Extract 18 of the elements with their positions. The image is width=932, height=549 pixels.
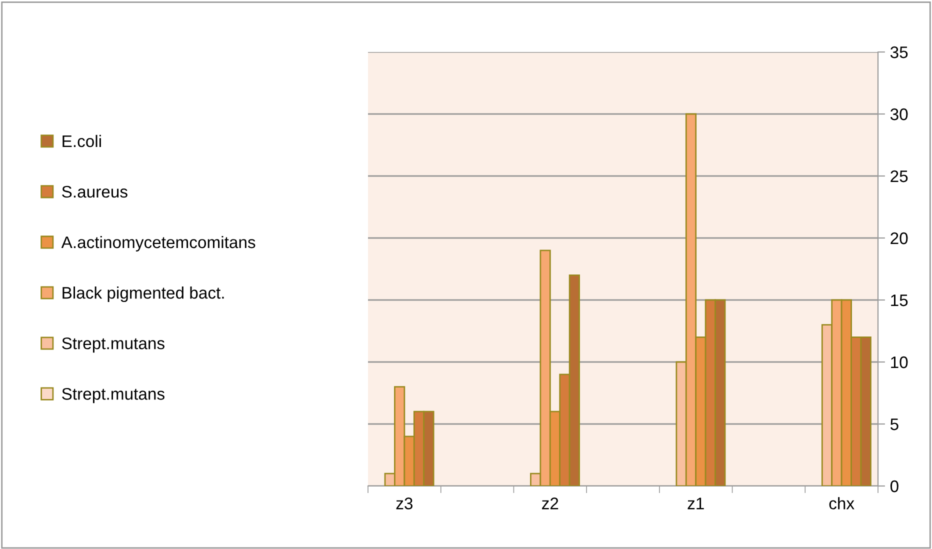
y-tick-label: 10 (891, 356, 908, 368)
x-tick-label: z2 (542, 498, 558, 510)
y-tick-label: 15 (891, 294, 908, 306)
y-tick-label: 35 (890, 46, 908, 58)
x-tick-label: chx (829, 497, 854, 510)
y-tick-label: 25 (890, 170, 908, 182)
y-tick-label: 20 (890, 232, 908, 244)
y-tick-label: 0 (890, 480, 898, 492)
legend-label: Black pigmented bact. (62, 286, 224, 302)
legend-label: E.coli (62, 134, 101, 148)
legend-label: A.actinomycetemcomitans (61, 236, 256, 252)
legend-label: Strept.mutans (62, 337, 164, 353)
x-tick-label: z3 (396, 498, 412, 510)
legend-label: S.aureus (62, 186, 128, 198)
y-tick-label: 30 (890, 108, 908, 120)
x-tick-label: z1 (688, 498, 704, 510)
legend-label: Strept.mutans (62, 388, 164, 404)
y-tick-label: 5 (890, 418, 898, 430)
